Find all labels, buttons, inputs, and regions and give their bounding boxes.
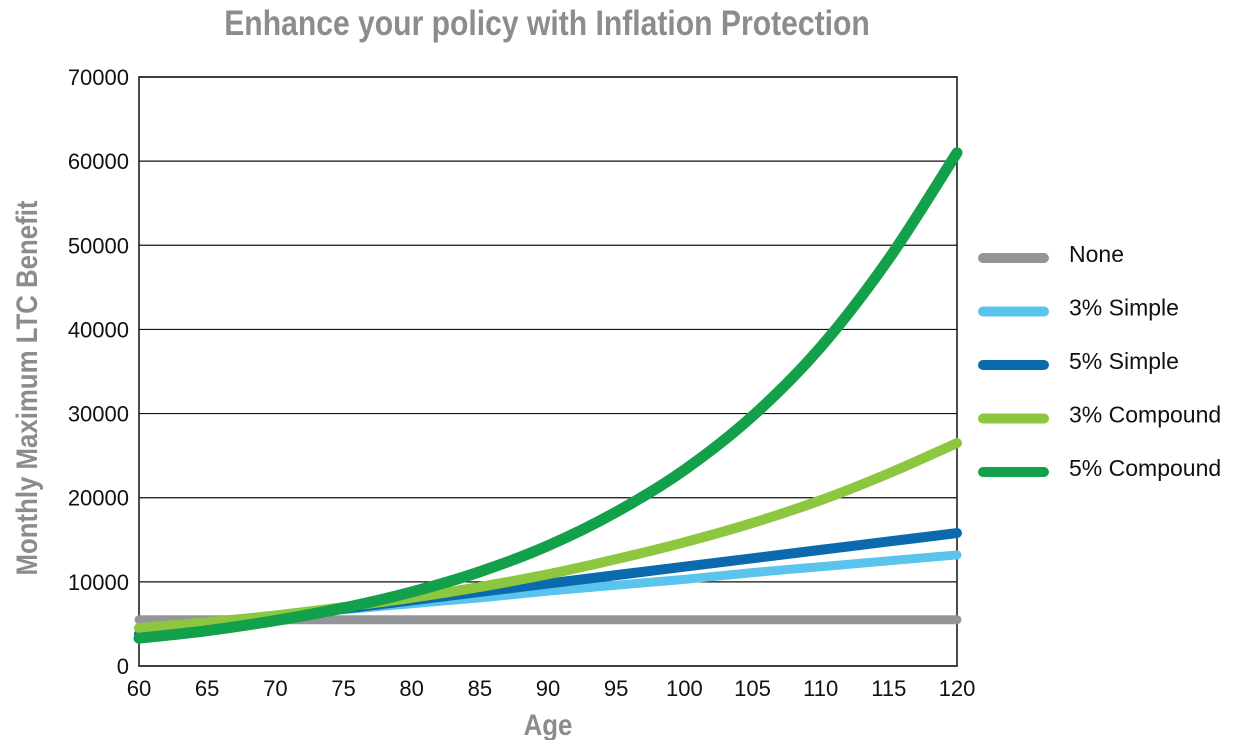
series-lines bbox=[133, 147, 963, 644]
y-tick-label: 30000 bbox=[68, 402, 129, 427]
legend-label: 5% Compound bbox=[1069, 455, 1221, 481]
plot-area-frame bbox=[138, 76, 958, 667]
x-tick-label: 115 bbox=[871, 676, 906, 701]
y-tick-label: 20000 bbox=[68, 486, 129, 511]
x-tick-label: 100 bbox=[666, 676, 703, 701]
x-axis-title: Age bbox=[524, 708, 573, 740]
legend: None 3% Simple 5% Simple 3% Compound 5% Comp… bbox=[978, 241, 1221, 481]
y-tick-label: 70000 bbox=[68, 65, 129, 90]
x-axis-ticks: 60 65 70 75 80 85 90 95 100 105 110 115 120 bbox=[127, 676, 976, 701]
x-tick-label: 120 bbox=[939, 676, 976, 701]
legend-label: 5% Simple bbox=[1069, 348, 1179, 374]
y-axis-ticks: 0 10000 20000 30000 40000 50000 60000 70000 bbox=[68, 65, 129, 679]
y-tick-label: 60000 bbox=[68, 149, 129, 174]
x-tick-label: 95 bbox=[604, 676, 628, 701]
x-tick-label: 70 bbox=[263, 676, 287, 701]
series-line-5-compound bbox=[133, 147, 963, 644]
x-tick-label: 90 bbox=[536, 676, 560, 701]
x-tick-label: 80 bbox=[399, 676, 423, 701]
x-tick-label: 85 bbox=[468, 676, 492, 701]
x-tick-label: 110 bbox=[803, 676, 838, 701]
x-tick-label: 60 bbox=[127, 676, 151, 701]
y-tick-label: 0 bbox=[117, 654, 129, 679]
x-tick-label: 65 bbox=[195, 676, 219, 701]
legend-label: None bbox=[1069, 241, 1124, 267]
y-axis-title: Monthly Maximum LTC Benefit bbox=[10, 201, 43, 576]
y-tick-label: 50000 bbox=[68, 233, 129, 258]
chart-title: Enhance your policy with Inflation Prote… bbox=[224, 4, 870, 43]
legend-label: 3% Compound bbox=[1069, 402, 1221, 428]
x-tick-label: 105 bbox=[734, 676, 771, 701]
series-line-3-compound bbox=[134, 438, 962, 634]
legend-label: 3% Simple bbox=[1069, 295, 1179, 321]
y-tick-label: 10000 bbox=[68, 570, 129, 595]
y-tick-label: 40000 bbox=[68, 317, 129, 342]
x-tick-label: 75 bbox=[331, 676, 355, 701]
